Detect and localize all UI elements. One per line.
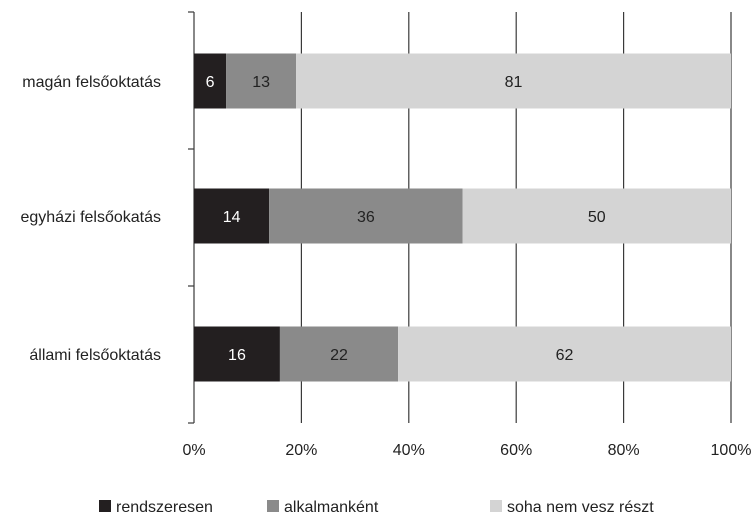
legend-item: rendszeresen xyxy=(99,499,213,516)
x-tick-label: 80% xyxy=(608,442,640,459)
x-tick-label: 0% xyxy=(182,442,205,459)
data-label: 62 xyxy=(556,347,574,364)
x-tick-label: 100% xyxy=(711,442,752,459)
legend-label: soha nem vesz részt xyxy=(507,499,654,516)
y-axis xyxy=(188,12,194,423)
legend-swatch xyxy=(490,500,502,512)
category-label: magán felsőoktatás xyxy=(22,74,161,91)
data-label: 81 xyxy=(505,74,523,91)
x-tick-label: 20% xyxy=(285,442,317,459)
data-label: 13 xyxy=(252,74,270,91)
legend-swatch xyxy=(267,500,279,512)
data-label: 50 xyxy=(588,209,606,226)
data-label: 22 xyxy=(330,347,348,364)
legend-swatch xyxy=(99,500,111,512)
category-label: állami felsőoktatás xyxy=(29,347,161,364)
category-label: egyházi felsőokatás xyxy=(20,209,161,226)
legend-item: soha nem vesz részt xyxy=(490,499,654,516)
legend: rendszeresen alkalmanként soha nem vesz ré… xyxy=(99,499,654,516)
x-tick-label: 40% xyxy=(393,442,425,459)
data-label: 6 xyxy=(206,74,215,91)
labels: 0% 20% 40% 60% 80% 100% 6 13 81 magán felsőoktatá… xyxy=(20,74,751,459)
x-tick-label: 60% xyxy=(500,442,532,459)
bars xyxy=(194,54,731,382)
legend-label: alkalmanként xyxy=(284,499,379,516)
data-label: 16 xyxy=(228,347,246,364)
legend-label: rendszeresen xyxy=(116,499,213,516)
data-label: 14 xyxy=(223,209,241,226)
legend-item: alkalmanként xyxy=(267,499,379,516)
data-label: 36 xyxy=(357,209,375,226)
